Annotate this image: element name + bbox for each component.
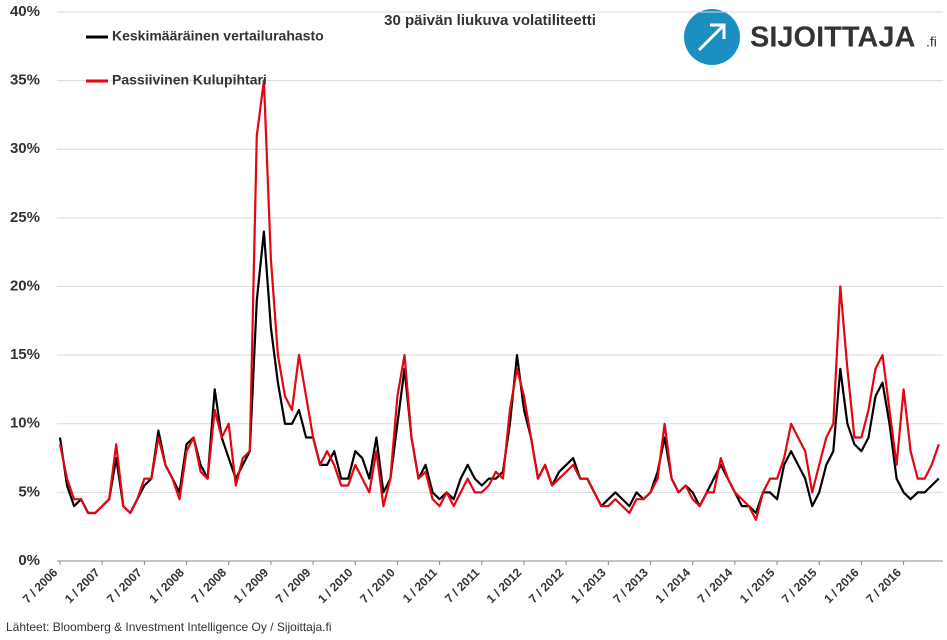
y-tick-label: 30% bbox=[10, 140, 40, 157]
x-tick-label: 1 / 2007 bbox=[62, 565, 103, 606]
x-tick-label: 7 / 2009 bbox=[273, 565, 314, 606]
x-tick-label: 1 / 2013 bbox=[568, 565, 609, 606]
x-tick-label: 7 / 2007 bbox=[104, 565, 145, 606]
legend-label: Keskimääräinen vertailurahasto bbox=[112, 28, 324, 44]
legend-label: Passiivinen Kulupihtari bbox=[112, 72, 267, 88]
y-tick-label: 0% bbox=[18, 552, 40, 569]
x-tick-label: 7 / 2014 bbox=[695, 565, 736, 606]
x-tick-label: 7 / 2012 bbox=[526, 565, 567, 606]
x-tick-label: 7 / 2010 bbox=[357, 565, 398, 606]
series-line bbox=[58, 230, 940, 515]
x-tick-label: 7 / 2013 bbox=[610, 565, 651, 606]
x-tick-label: 1 / 2008 bbox=[146, 565, 187, 606]
x-tick-label: 1 / 2016 bbox=[821, 565, 862, 606]
logo-suffix: .fi bbox=[926, 34, 937, 50]
y-tick-label: 35% bbox=[10, 72, 40, 89]
x-tick-label: 1 / 2009 bbox=[231, 565, 272, 606]
series-line bbox=[58, 79, 940, 521]
x-tick-label: 7 / 2008 bbox=[189, 565, 230, 606]
y-tick-label: 25% bbox=[10, 209, 40, 226]
x-tick-label: 1 / 2012 bbox=[484, 565, 525, 606]
source-note: Lähteet: Bloomberg & Investment Intellig… bbox=[6, 620, 332, 634]
logo-text: SIJOITTAJA bbox=[750, 22, 915, 54]
y-tick-label: 10% bbox=[10, 415, 40, 432]
y-tick-label: 5% bbox=[18, 483, 40, 500]
x-tick-label: 7 / 2006 bbox=[20, 565, 61, 606]
x-tick-label: 7 / 2011 bbox=[442, 565, 482, 605]
logo: SIJOITTAJA .fi bbox=[684, 9, 937, 65]
x-tick-label: 1 / 2014 bbox=[652, 565, 693, 606]
x-tick-label: 1 / 2015 bbox=[737, 565, 778, 606]
y-tick-label: 40% bbox=[10, 3, 40, 20]
chart-title: 30 päivän liukuva volatiliteetti bbox=[384, 12, 596, 29]
x-tick-label: 1 / 2010 bbox=[315, 565, 356, 606]
x-tick-label: 7 / 2015 bbox=[779, 565, 820, 606]
y-tick-label: 20% bbox=[10, 277, 40, 294]
x-tick-label: 7 / 2016 bbox=[863, 565, 904, 606]
y-tick-label: 15% bbox=[10, 346, 40, 363]
x-tick-label: 1 / 2011 bbox=[400, 565, 440, 605]
logo-arrow bbox=[697, 23, 726, 52]
